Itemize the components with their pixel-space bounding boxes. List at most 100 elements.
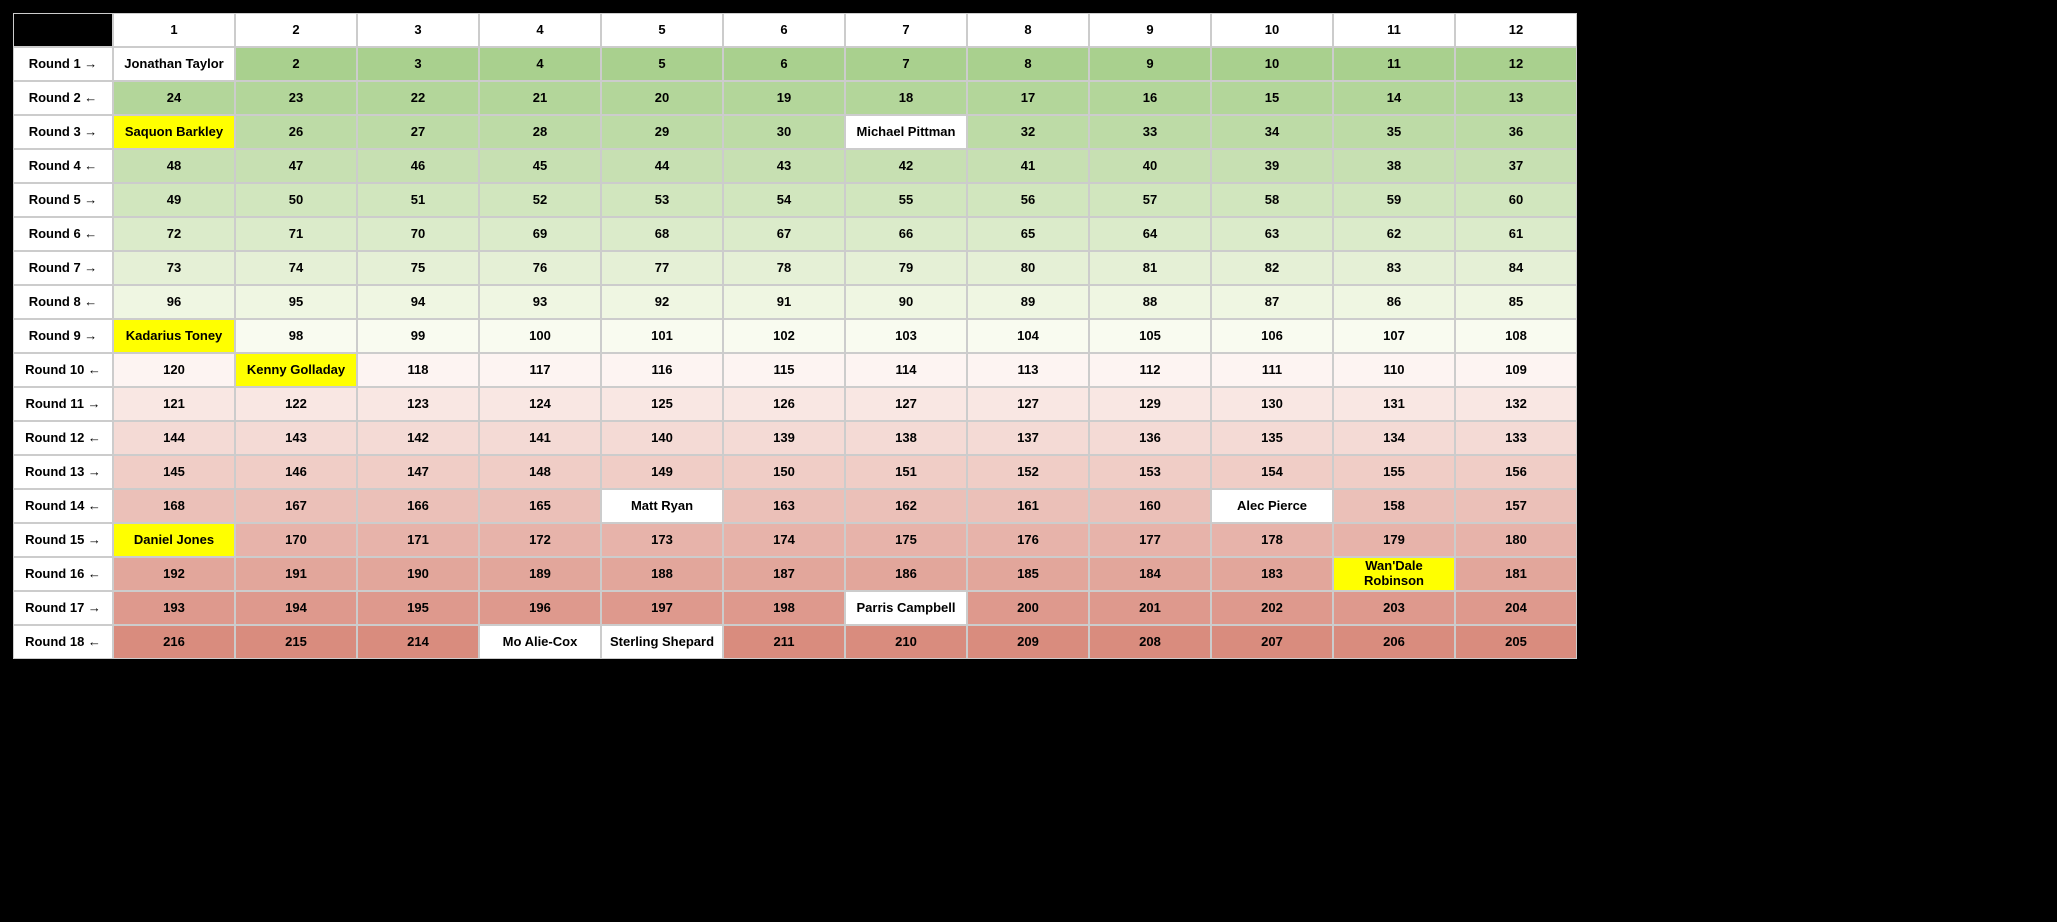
pick-cell: 108 xyxy=(1455,319,1577,353)
pick-cell: 19 xyxy=(723,81,845,115)
pick-cell: 184 xyxy=(1089,557,1211,591)
pick-cell: 29 xyxy=(601,115,723,149)
pick-cell: 7 xyxy=(845,47,967,81)
pick-cell: 166 xyxy=(357,489,479,523)
pick-cell: 136 xyxy=(1089,421,1211,455)
pick-cell: 155 xyxy=(1333,455,1455,489)
pick-cell: 116 xyxy=(601,353,723,387)
pick-cell: 122 xyxy=(235,387,357,421)
pick-cell: 130 xyxy=(1211,387,1333,421)
pick-cell: 180 xyxy=(1455,523,1577,557)
pick-cell: 16 xyxy=(1089,81,1211,115)
pick-cell: 44 xyxy=(601,149,723,183)
pick-cell: 15 xyxy=(1211,81,1333,115)
pick-cell: 54 xyxy=(723,183,845,217)
draft-board: 123456789101112Round 1 →Jonathan Taylor2… xyxy=(10,10,1580,662)
pick-cell: 87 xyxy=(1211,285,1333,319)
pick-cell: 69 xyxy=(479,217,601,251)
pick-cell: 156 xyxy=(1455,455,1577,489)
pick-cell: 37 xyxy=(1455,149,1577,183)
pick-cell: 57 xyxy=(1089,183,1211,217)
pick-cell: 186 xyxy=(845,557,967,591)
pick-cell: 66 xyxy=(845,217,967,251)
pick-cell: 92 xyxy=(601,285,723,319)
pick-cell: 195 xyxy=(357,591,479,625)
pick-cell: 28 xyxy=(479,115,601,149)
row-header: Round 13 → xyxy=(13,455,113,489)
pick-cell: 82 xyxy=(1211,251,1333,285)
pick-cell: 62 xyxy=(1333,217,1455,251)
pick-cell: 123 xyxy=(357,387,479,421)
row-header: Round 4 ← xyxy=(13,149,113,183)
pick-cell: 73 xyxy=(113,251,235,285)
pick-cell: 13 xyxy=(1455,81,1577,115)
row-header: Round 16 ← xyxy=(13,557,113,591)
column-header: 7 xyxy=(845,13,967,47)
row-header: Round 10 ← xyxy=(13,353,113,387)
pick-cell: 176 xyxy=(967,523,1089,557)
pick-cell: 32 xyxy=(967,115,1089,149)
corner-cell xyxy=(13,13,113,47)
pick-cell: 99 xyxy=(357,319,479,353)
row-header: Round 14 ← xyxy=(13,489,113,523)
pick-cell: 83 xyxy=(1333,251,1455,285)
pick-cell: 152 xyxy=(967,455,1089,489)
pick-cell: 111 xyxy=(1211,353,1333,387)
pick-cell: 96 xyxy=(113,285,235,319)
pick-cell: 81 xyxy=(1089,251,1211,285)
pick-cell: 63 xyxy=(1211,217,1333,251)
pick-cell: 6 xyxy=(723,47,845,81)
pick-cell: 192 xyxy=(113,557,235,591)
pick-cell: 162 xyxy=(845,489,967,523)
pick-cell: 75 xyxy=(357,251,479,285)
pick-cell: 187 xyxy=(723,557,845,591)
pick-cell: 144 xyxy=(113,421,235,455)
row-header: Round 5 → xyxy=(13,183,113,217)
pick-cell: 23 xyxy=(235,81,357,115)
pick-cell: 143 xyxy=(235,421,357,455)
pick-cell: 205 xyxy=(1455,625,1577,659)
pick-cell: 20 xyxy=(601,81,723,115)
pick-cell: 114 xyxy=(845,353,967,387)
pick-cell: Matt Ryan xyxy=(601,489,723,523)
pick-cell: 33 xyxy=(1089,115,1211,149)
pick-cell: 55 xyxy=(845,183,967,217)
pick-cell: 5 xyxy=(601,47,723,81)
pick-cell: 34 xyxy=(1211,115,1333,149)
pick-cell: 43 xyxy=(723,149,845,183)
pick-cell: 135 xyxy=(1211,421,1333,455)
pick-cell: 52 xyxy=(479,183,601,217)
pick-cell: 189 xyxy=(479,557,601,591)
pick-cell: 139 xyxy=(723,421,845,455)
row-header: Round 7 → xyxy=(13,251,113,285)
pick-cell: 36 xyxy=(1455,115,1577,149)
pick-cell: 193 xyxy=(113,591,235,625)
pick-cell: 194 xyxy=(235,591,357,625)
row-header: Round 1 → xyxy=(13,47,113,81)
pick-cell: 134 xyxy=(1333,421,1455,455)
column-header: 2 xyxy=(235,13,357,47)
column-header: 11 xyxy=(1333,13,1455,47)
pick-cell: 103 xyxy=(845,319,967,353)
pick-cell: 78 xyxy=(723,251,845,285)
pick-cell: 185 xyxy=(967,557,1089,591)
pick-cell: Sterling Shepard xyxy=(601,625,723,659)
pick-cell: 170 xyxy=(235,523,357,557)
pick-cell: 106 xyxy=(1211,319,1333,353)
pick-cell: Wan'Dale Robinson xyxy=(1333,557,1455,591)
pick-cell: 95 xyxy=(235,285,357,319)
row-header: Round 2 ← xyxy=(13,81,113,115)
pick-cell: 127 xyxy=(845,387,967,421)
pick-cell: 112 xyxy=(1089,353,1211,387)
pick-cell: 40 xyxy=(1089,149,1211,183)
pick-cell: 45 xyxy=(479,149,601,183)
pick-cell: 153 xyxy=(1089,455,1211,489)
pick-cell: 124 xyxy=(479,387,601,421)
pick-cell: 61 xyxy=(1455,217,1577,251)
column-header: 8 xyxy=(967,13,1089,47)
pick-cell: 30 xyxy=(723,115,845,149)
pick-cell: 120 xyxy=(113,353,235,387)
pick-cell: 70 xyxy=(357,217,479,251)
row-header: Round 6 ← xyxy=(13,217,113,251)
pick-cell: 171 xyxy=(357,523,479,557)
